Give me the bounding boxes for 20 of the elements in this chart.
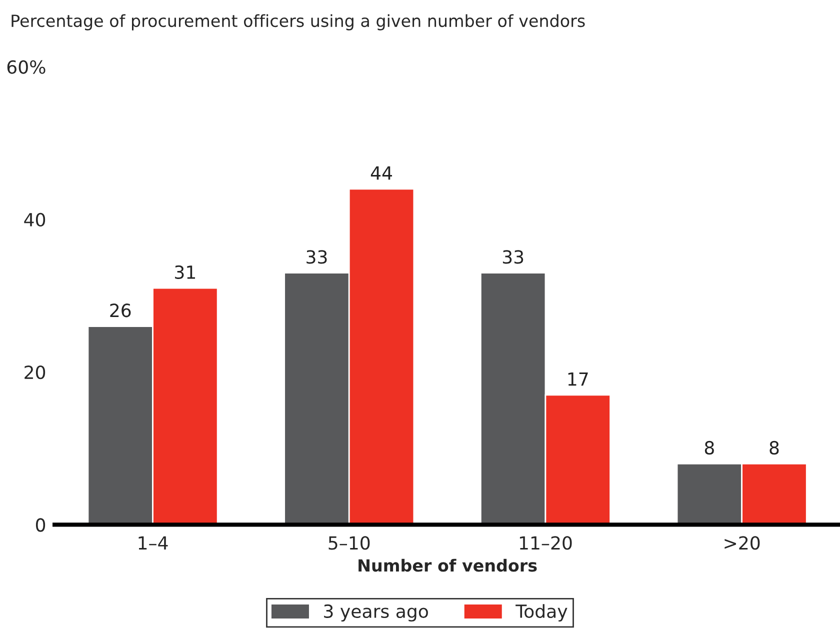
y-tick-label: 40 — [24, 212, 46, 227]
x-tick-label: 5–10 — [328, 536, 370, 550]
legend-label: 3 years ago — [324, 604, 428, 622]
y-tick-label: 0 — [36, 518, 46, 532]
y-tick-label: 20 — [24, 366, 46, 380]
y-tick-label: 60% — [7, 60, 46, 74]
data-label: 26 — [110, 304, 131, 318]
data-label: 31 — [175, 265, 195, 280]
x-tick-label: 11–20 — [520, 536, 572, 550]
data-label: 8 — [770, 440, 779, 455]
data-label: 33 — [502, 250, 524, 264]
data-label: 17 — [568, 372, 588, 386]
data-label: 44 — [370, 166, 392, 180]
x-axis-title: Number of vendors — [358, 558, 537, 572]
legend-label: Today — [516, 604, 568, 622]
data-label: 8 — [704, 440, 714, 455]
data-label: 33 — [306, 250, 327, 264]
x-tick-label: >20 — [724, 536, 760, 550]
x-tick-label: 1–4 — [138, 536, 168, 550]
chart-title: Percentage of procurement officers using a given number of vendors — [12, 14, 585, 30]
